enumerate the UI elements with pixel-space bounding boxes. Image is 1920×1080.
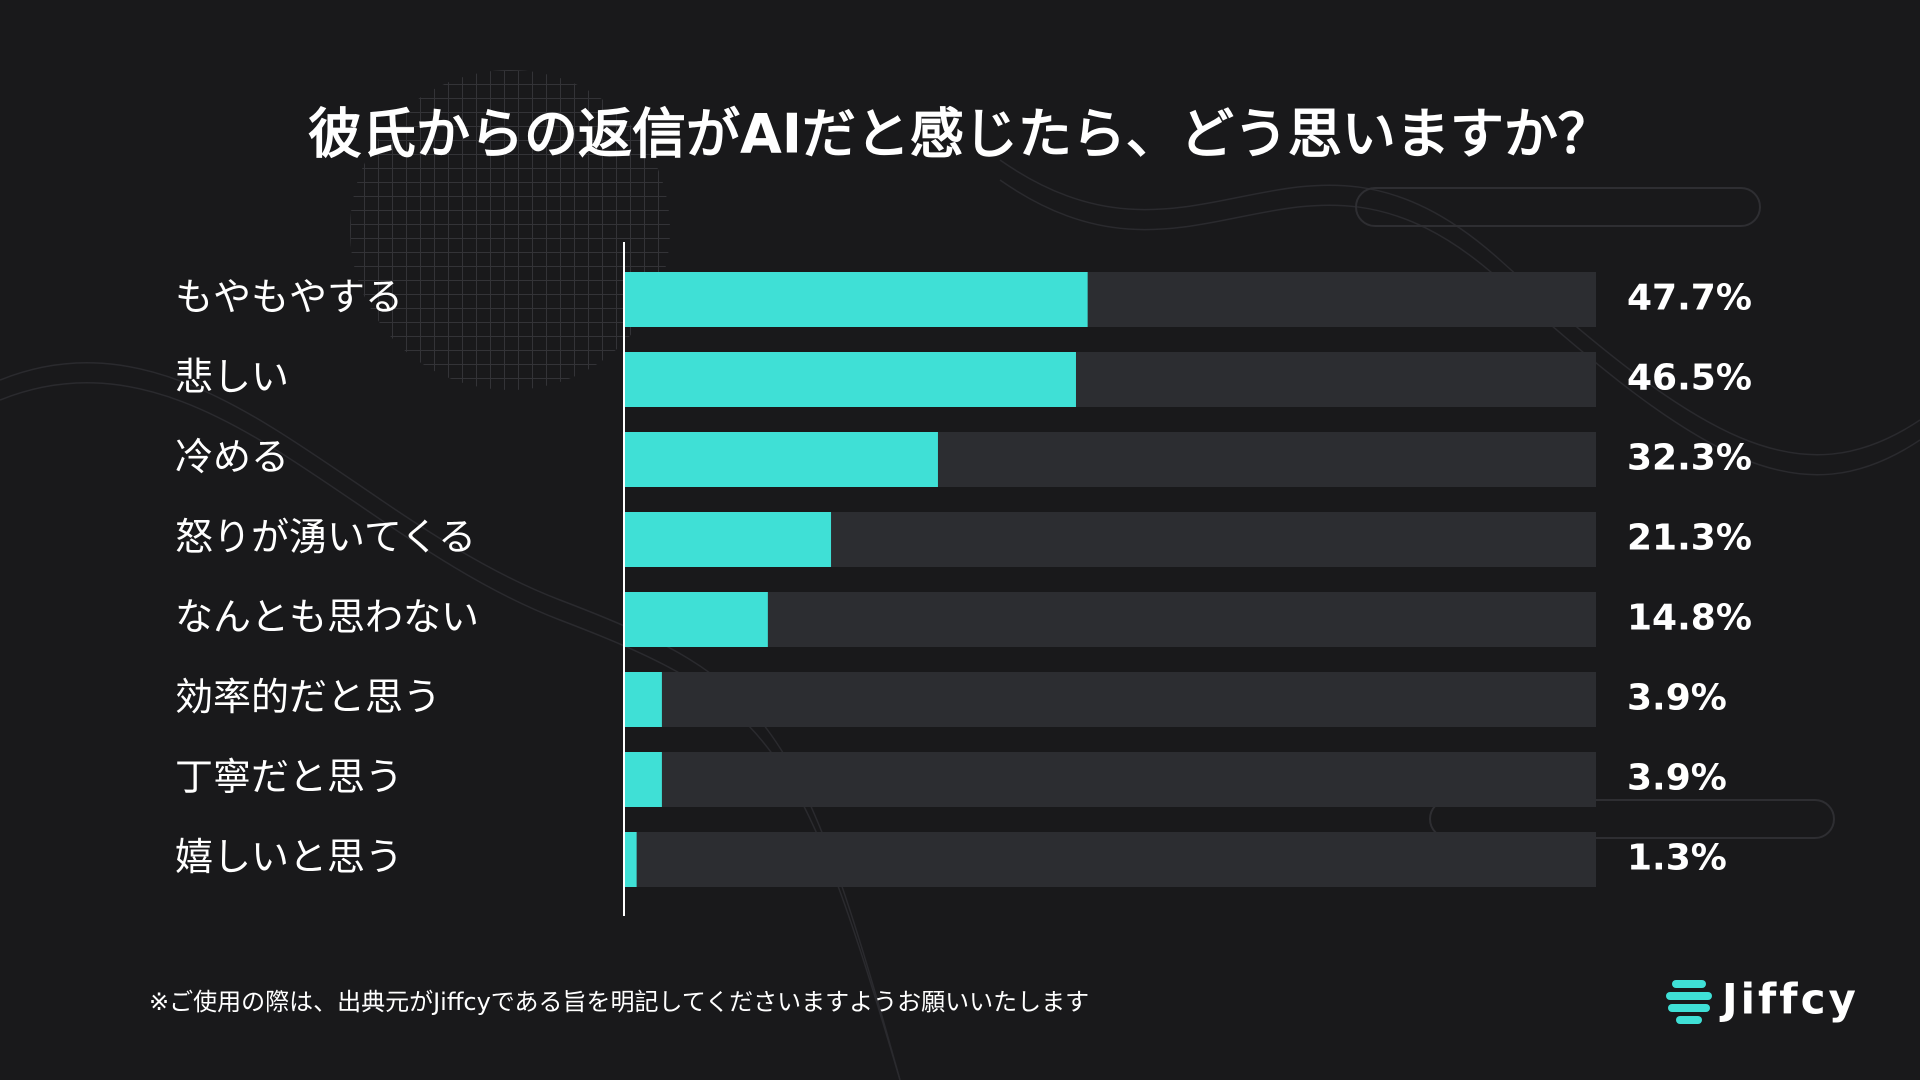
decoration-waves	[0, 159, 1920, 1080]
value-label: 14.8%	[1627, 598, 1752, 639]
value-label: 3.9%	[1627, 678, 1727, 719]
category-label: 嬉しいと思う	[175, 835, 403, 879]
category-label: 怒りが湧いてくる	[175, 515, 476, 559]
bar	[624, 832, 637, 887]
bar	[624, 272, 1088, 327]
value-label: 3.9%	[1627, 758, 1727, 799]
logo-icon	[1666, 980, 1712, 1024]
decoration-grid	[350, 70, 670, 390]
bar	[624, 592, 768, 647]
decoration-pill	[1429, 799, 1835, 839]
value-label: 1.3%	[1627, 838, 1727, 879]
bar	[624, 432, 938, 487]
category-label: 冷める	[175, 435, 289, 479]
value-label: 46.5%	[1627, 358, 1752, 399]
bar-track	[624, 832, 1596, 887]
category-label: 効率的だと思う	[175, 675, 441, 719]
bar	[624, 672, 662, 727]
value-label: 47.7%	[1627, 278, 1752, 319]
footer-note: ※ご使用の際は、出典元がJiffcyである旨を明記してくださいますようお願いいた…	[149, 988, 1089, 1016]
value-label: 32.3%	[1627, 438, 1752, 479]
bar	[624, 752, 662, 807]
category-label: もやもやする	[175, 275, 403, 319]
category-label: 丁寧だと思う	[175, 755, 403, 799]
category-label: なんとも思わない	[175, 595, 479, 639]
decoration-pill	[1355, 187, 1761, 227]
bar-track	[624, 752, 1596, 807]
bar-track	[624, 592, 1596, 647]
category-label: 悲しい	[175, 355, 289, 399]
logo-text: Jiffcy	[1719, 975, 1859, 1024]
chart-title: 彼氏からの返信がAIだと感じたら、どう思いますか？	[308, 103, 1612, 166]
bar-track	[624, 672, 1596, 727]
bar	[624, 512, 832, 567]
value-label: 21.3%	[1627, 518, 1752, 559]
bar	[624, 352, 1076, 407]
